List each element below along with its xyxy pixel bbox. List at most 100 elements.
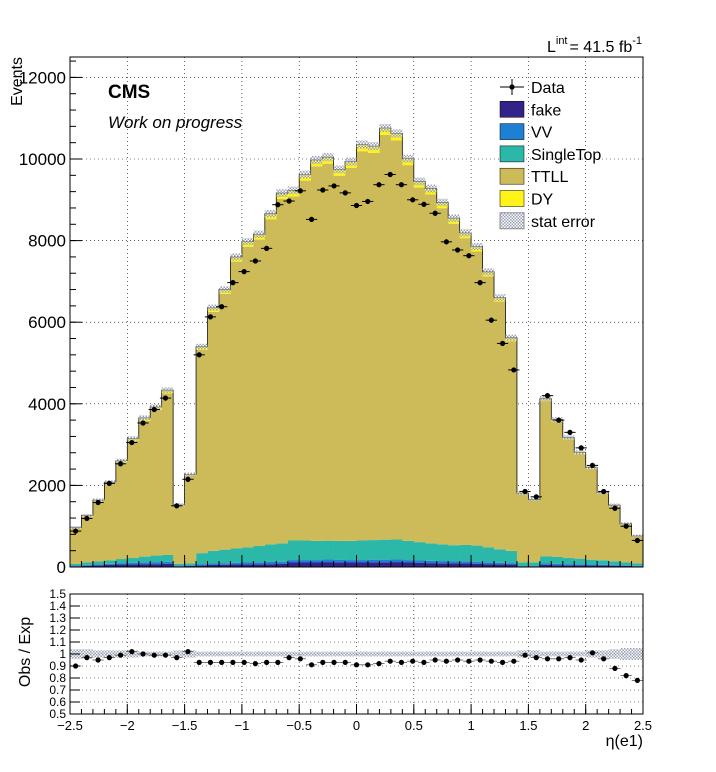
stat-error-box (299, 170, 311, 179)
ratio-error-box (230, 651, 242, 657)
stat-error-box (127, 436, 139, 441)
bar-TTLL (379, 134, 392, 540)
ratio-xtick-label: −1.5 (172, 718, 198, 733)
bar-VV (276, 561, 289, 564)
data-point (129, 439, 135, 446)
bar-VV (138, 562, 151, 565)
bar-SingleTop (115, 559, 128, 564)
bar-TTLL (356, 151, 369, 541)
ratio-error-box (218, 651, 231, 657)
data-point (106, 480, 112, 486)
bar-SingleTop (356, 540, 369, 561)
bar-TTLL (253, 239, 266, 546)
bar-TTLL (608, 506, 621, 562)
bar-fake (585, 565, 598, 567)
ratio-point (499, 659, 506, 666)
bar-VV (92, 564, 105, 566)
main-ytick-label: 12000 (19, 68, 66, 87)
ratio-point (151, 652, 157, 658)
ratio-point (162, 652, 169, 658)
data-point (623, 523, 629, 529)
data-point (398, 182, 405, 188)
bar-fake (138, 564, 151, 567)
bar-SingleTop (505, 550, 518, 564)
data-point (320, 187, 326, 193)
bar-SingleTop (127, 558, 140, 563)
stat-error-box (207, 304, 219, 311)
stat-error-box (322, 153, 334, 162)
bar-VV (436, 561, 449, 564)
bar-fake (379, 562, 392, 567)
bar-fake (402, 562, 415, 567)
ratio-point (443, 658, 449, 664)
main-ytick-label: 2000 (28, 476, 66, 495)
y-axis-label: Events (9, 57, 26, 106)
ratio-xtick-label: 1 (467, 718, 474, 733)
ratio-point (241, 659, 247, 666)
bar-VV (562, 564, 575, 566)
ratio-point (556, 656, 562, 662)
bar-fake (241, 564, 254, 567)
ratio-error-box (310, 651, 323, 657)
ratio-point (477, 657, 483, 663)
bar-TTLL (551, 421, 564, 558)
ratio-error-box (494, 651, 506, 657)
bar-SingleTop (264, 544, 277, 562)
ratio-xtick-label: −0.5 (286, 718, 312, 733)
bar-TTLL (620, 524, 632, 563)
bar-SingleTop (345, 540, 357, 561)
data-point (185, 476, 191, 482)
bar-TTLL (241, 246, 254, 548)
main-ytick-label: 4000 (28, 395, 66, 414)
ratio-ytick-label: 1.3 (49, 611, 66, 625)
bar-TTLL (104, 483, 117, 561)
ratio-error-box (184, 650, 197, 658)
bar-TTLL (264, 219, 277, 545)
bar-VV (333, 559, 346, 563)
legend-swatch-SingleTop (499, 145, 525, 163)
stat-error-box (253, 230, 265, 238)
bar-TTLL (299, 180, 311, 541)
legend-marker-data (509, 84, 515, 90)
bar-VV (310, 560, 323, 563)
bar-fake (356, 562, 369, 567)
bar-TTLL (287, 196, 300, 541)
ratio-points (70, 649, 643, 684)
stat-error-box (81, 513, 93, 517)
bar-fake (574, 565, 586, 567)
ratio-point (297, 656, 303, 662)
bar-TTLL (115, 462, 128, 560)
bar-VV (448, 561, 460, 564)
bar-SingleTop (436, 544, 449, 562)
bar-fake (436, 563, 449, 567)
data-point (533, 494, 539, 500)
ratio-point (578, 657, 584, 663)
bar-fake (597, 565, 609, 567)
bar-VV (150, 562, 162, 565)
bar-SingleTop (482, 547, 495, 563)
stat-error-box (471, 243, 483, 250)
bar-TTLL (138, 420, 151, 557)
ratio-point (488, 658, 494, 664)
data-point (466, 253, 472, 259)
data-point (589, 462, 596, 469)
ratio-point (365, 662, 371, 668)
ratio-error-box (574, 651, 586, 657)
bar-fake (505, 564, 518, 567)
bar-TTLL (505, 341, 518, 551)
data-point (264, 245, 270, 251)
bar-fake (115, 564, 128, 567)
legend-label: VV (531, 125, 553, 142)
bar-SingleTop (459, 544, 472, 562)
data-point (387, 171, 393, 178)
bar-SingleTop (425, 543, 438, 561)
bar-VV (161, 561, 174, 564)
main-ytick-label: 10000 (19, 150, 66, 169)
bar-SingleTop (218, 549, 231, 564)
ratio-error-box (482, 651, 495, 657)
ratio-point (95, 657, 101, 663)
bar-TTLL (367, 152, 380, 541)
bar-TTLL (631, 536, 644, 564)
stat-error-box (494, 294, 506, 301)
bar-VV (505, 563, 518, 565)
